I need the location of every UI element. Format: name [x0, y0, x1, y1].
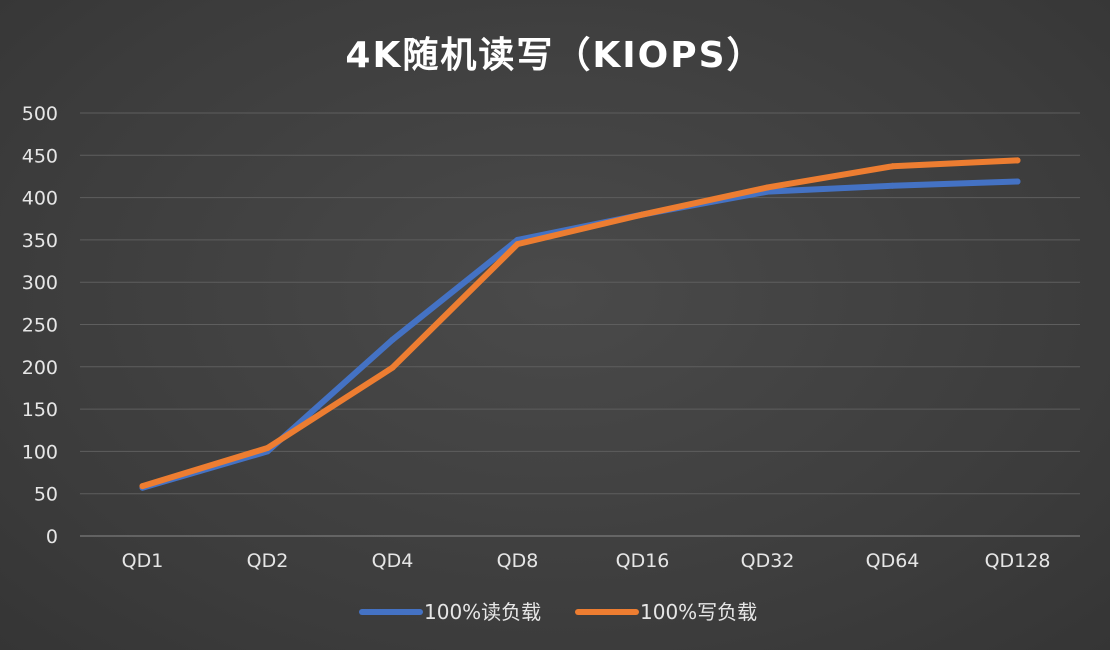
y-tick-label: 300 [22, 272, 58, 294]
x-tick-label: QD4 [372, 550, 414, 572]
y-tick-label: 500 [22, 103, 58, 125]
y-tick-label: 100 [22, 441, 58, 463]
data-point-s2 [264, 445, 271, 452]
data-point-s1 [1014, 178, 1021, 185]
x-tick-label: QD32 [741, 550, 795, 572]
legend-label-1: 100%读负载 [424, 600, 541, 624]
data-point-s2 [1014, 157, 1021, 164]
data-point-s2 [639, 211, 646, 218]
y-tick-label: 150 [22, 399, 58, 421]
x-tick-label: QD128 [985, 550, 1051, 572]
data-point-s1 [389, 336, 396, 343]
x-tick-label: QD2 [247, 550, 289, 572]
y-tick-label: 350 [22, 230, 58, 252]
data-point-s2 [389, 364, 396, 371]
x-tick-label: QD1 [122, 550, 164, 572]
y-tick-label: 450 [22, 145, 58, 167]
series-line-2 [139, 157, 1021, 490]
y-tick-label: 50 [34, 484, 58, 506]
data-point-s2 [514, 241, 521, 248]
data-point-s2 [139, 483, 146, 490]
legend-label-2: 100%写负载 [640, 600, 757, 624]
x-tick-label: QD8 [497, 550, 539, 572]
chart-title: 4K随机读写（KIOPS） [345, 35, 765, 76]
y-tick-label: 200 [22, 357, 58, 379]
data-point-s2 [889, 163, 896, 170]
data-point-s1 [889, 182, 896, 189]
y-tick-label: 0 [46, 526, 58, 548]
y-tick-label: 250 [22, 315, 58, 337]
x-tick-label: QD64 [866, 550, 920, 572]
x-tick-label: QD16 [616, 550, 670, 572]
data-point-s2 [764, 184, 771, 191]
y-tick-label: 400 [22, 188, 58, 210]
